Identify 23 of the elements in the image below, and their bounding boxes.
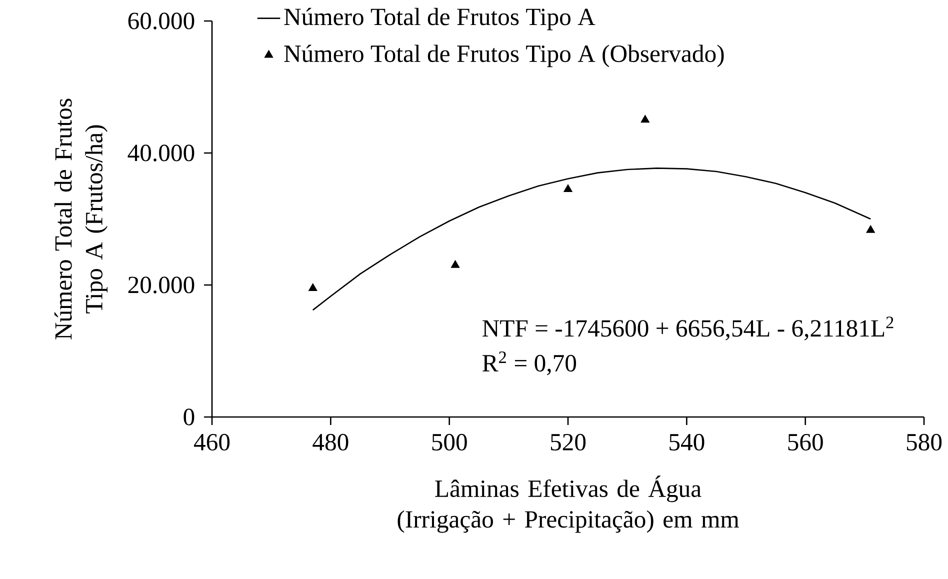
x-axis-title: Lâminas Efetivas de Água (Irrigação + Precipitação) em mm (398, 476, 739, 533)
y-axis-title: Número Total de Frutos Tipo A (Frutos/ha) (54, 98, 108, 340)
line-series (312, 168, 872, 311)
y-tick-label: 0 (184, 408, 194, 426)
x-tick-label: 540 (670, 434, 704, 451)
x-tick-label: 480 (312, 434, 348, 451)
annotation: R$^{2}$ = 0,70 (482, 352, 576, 376)
point (451, 260, 460, 268)
x-tick-label: 520 (550, 434, 586, 451)
point (564, 184, 572, 192)
point (308, 284, 318, 291)
x-tick-label: 560 (788, 434, 823, 451)
point (866, 226, 875, 233)
legend-label: Número Total de Frutos Tipo A (Observado) (284, 44, 724, 68)
legend-label: Número Total de Frutos Tipo A (284, 8, 596, 30)
x-tick-label: 460 (194, 434, 230, 451)
x-tick-label: 500 (432, 434, 467, 451)
y-tick-label: 40.000 (128, 144, 194, 162)
x-tick-label: 580 (906, 434, 942, 451)
annotation: NTF = -1745600 + 6656,54L - 6,21181L$^{2}$ (482, 316, 894, 340)
point (641, 115, 650, 123)
y-tick-label: 20.000 (128, 276, 194, 294)
y-tick-label: 60.000 (128, 12, 194, 30)
